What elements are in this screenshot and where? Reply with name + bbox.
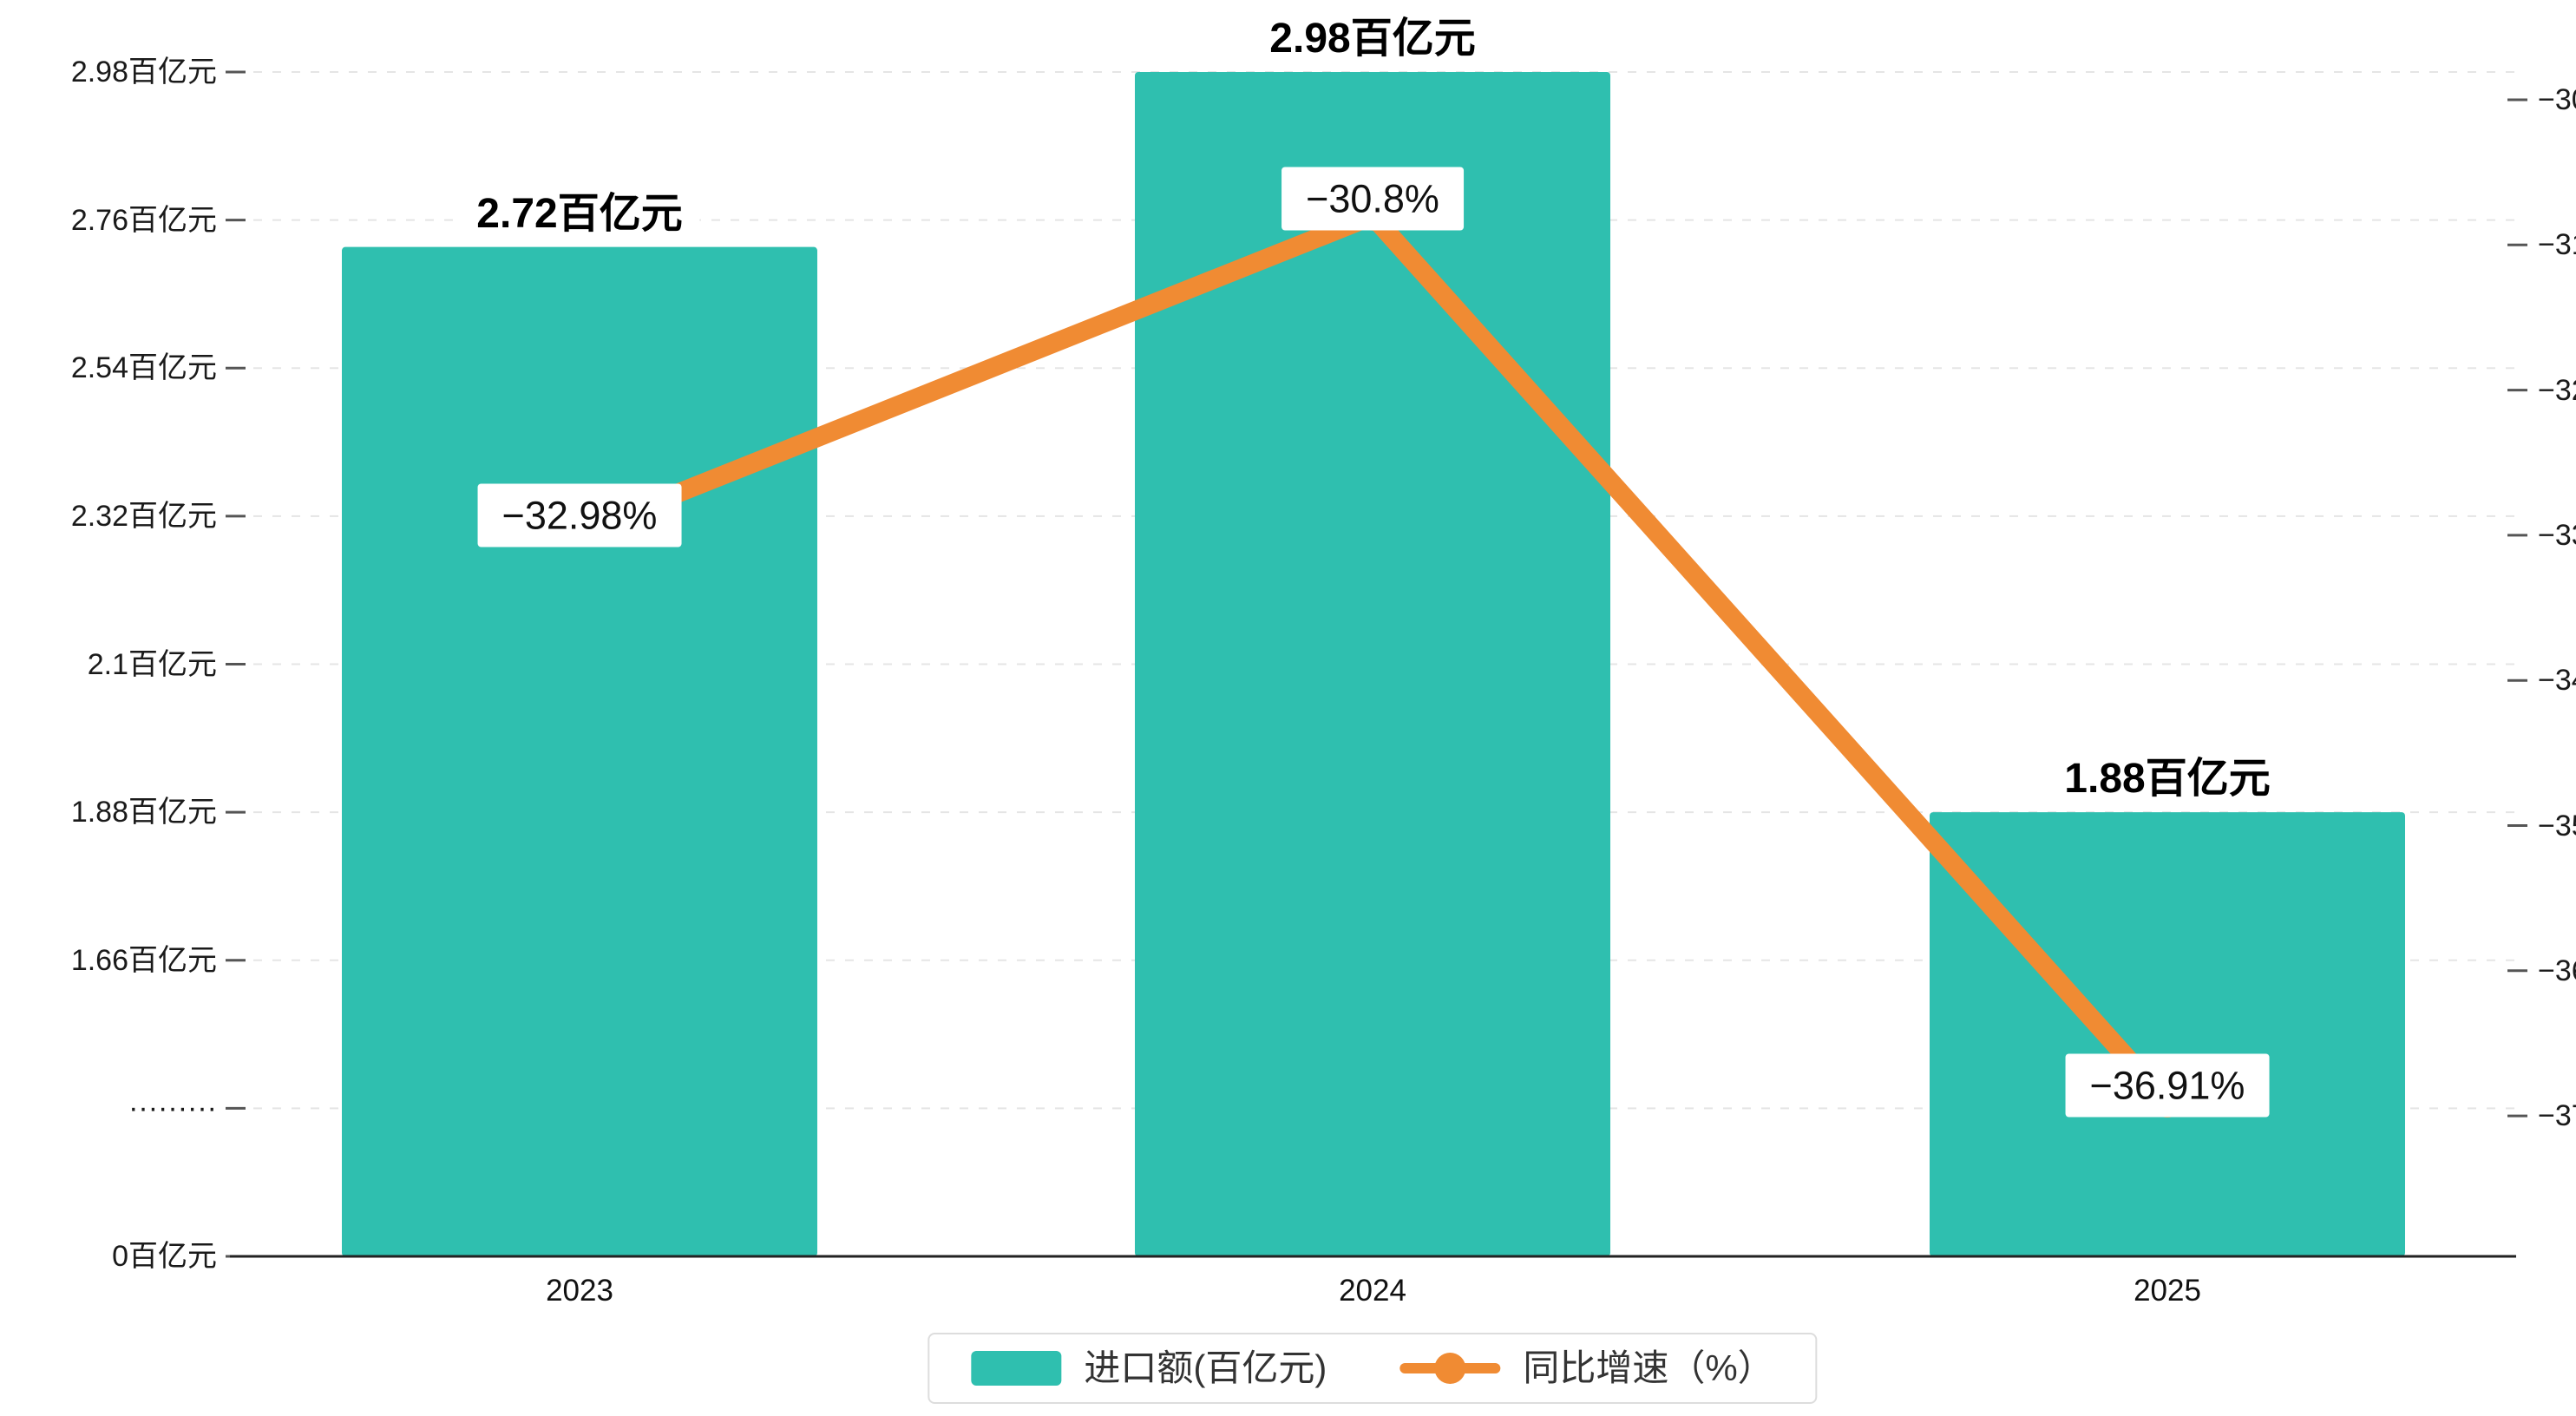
left-axis-tick-label: ········· (128, 1092, 217, 1125)
bar-value-label: 2.72百亿元 (459, 186, 700, 242)
right-axis-tick-label: −32 (2538, 373, 2576, 407)
right-axis-tick-label: −33 (2538, 518, 2576, 552)
line-value-label: −32.98% (477, 483, 682, 547)
left-axis-tick-label: 1.66百亿元 (70, 943, 217, 977)
bar-value-label: 2.98百亿元 (1252, 11, 1493, 67)
line-value-label: −36.91% (2065, 1053, 2270, 1118)
left-axis-tick-label: 1.88百亿元 (70, 796, 217, 829)
bar-legend-swatch (971, 1351, 1062, 1386)
left-axis-tick-label: 2.76百亿元 (70, 203, 217, 237)
left-axis-tick-label: 2.1百亿元 (87, 647, 217, 681)
right-axis-tick-label: −36 (2538, 954, 2576, 987)
right-axis-tick-label: −30 (2538, 83, 2576, 116)
left-axis-tick-label: 2.98百亿元 (70, 56, 217, 88)
bar-2023[interactable] (342, 246, 817, 1257)
legend-label-imports: 进口额(百亿元) (1084, 1347, 1327, 1388)
left-axis-tick-label: 0百亿元 (112, 1240, 217, 1273)
category-label-2024: 2024 (1339, 1274, 1406, 1308)
category-label-2025: 2025 (2134, 1274, 2201, 1308)
right-axis-tick-label: −37 (2538, 1099, 2576, 1133)
line-value-label: −30.8% (1281, 167, 1464, 231)
left-axis-tick-label: 2.54百亿元 (70, 351, 217, 385)
right-axis-tick-label: −35 (2538, 809, 2576, 842)
line-legend-swatch (1399, 1353, 1501, 1384)
left-axis-tick-label: 2.32百亿元 (70, 499, 217, 533)
right-axis-tick-label: −31 (2538, 228, 2576, 262)
legend-label-growth: 同比增速（%） (1523, 1347, 1774, 1388)
legend: 进口额(百亿元) 同比增速（%） (927, 1333, 1818, 1404)
right-axis-tick-label: −34 (2538, 664, 2576, 698)
bar-value-label: 1.88百亿元 (2047, 751, 2288, 808)
bar-2024[interactable] (1135, 72, 1610, 1256)
bar-2025[interactable] (1930, 812, 2405, 1256)
category-label-2023: 2023 (546, 1274, 613, 1308)
legend-item-imports[interactable]: 进口额(百亿元) (971, 1350, 1327, 1386)
line-legend-dot-icon (1434, 1353, 1466, 1384)
legend-item-growth[interactable]: 同比增速（%） (1399, 1347, 1774, 1388)
